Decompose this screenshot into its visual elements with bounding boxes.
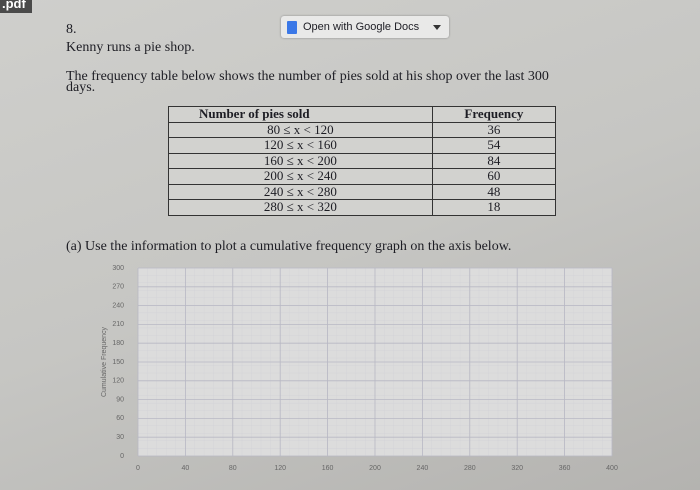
y-tick-label: 180 <box>112 340 124 347</box>
question-text: Kenny runs a pie shop. <box>66 40 195 55</box>
table-row: 280 ≤ x < 320 18 <box>168 199 557 216</box>
open-with-docs-button[interactable]: Open with Google Docs <box>281 16 449 38</box>
x-tick-label: 280 <box>464 465 476 472</box>
question-text: days. <box>66 80 96 95</box>
question-number: 8. <box>66 22 77 37</box>
file-label: .pdf <box>0 0 32 13</box>
frequency-cell: 54 <box>431 137 557 154</box>
y-axis-label: Cumulative Frequency <box>101 326 108 397</box>
x-tick-label: 80 <box>229 465 237 472</box>
table-header: Frequency <box>431 106 557 123</box>
y-tick-label: 300 <box>112 265 124 272</box>
x-tick-label: 320 <box>511 465 523 472</box>
button-label: Open with Google Docs <box>303 21 420 33</box>
docs-icon <box>287 20 297 34</box>
y-tick-label: 30 <box>116 434 124 441</box>
x-tick-label: 0 <box>136 465 140 472</box>
x-tick-label: 200 <box>369 465 381 472</box>
x-tick-label: 160 <box>322 465 334 472</box>
table-row: 200 ≤ x < 240 60 <box>168 168 557 185</box>
x-tick-label: 400 <box>606 465 618 472</box>
y-tick-label: 150 <box>112 359 124 366</box>
y-tick-label: 0 <box>120 453 124 460</box>
range-cell: 120 ≤ x < 160 <box>168 137 433 154</box>
part-a-text: (a) Use the information to plot a cumula… <box>66 239 512 254</box>
dropdown-arrow[interactable] <box>433 24 441 30</box>
x-tick-label: 240 <box>417 465 429 472</box>
x-tick-label: 360 <box>559 465 571 472</box>
frequency-cell: 18 <box>431 199 557 216</box>
range-cell: 280 ≤ x < 320 <box>168 199 433 216</box>
y-tick-label: 270 <box>112 284 124 291</box>
y-tick-label: 120 <box>112 378 124 385</box>
frequency-table: Number of pies sold Frequency 80 ≤ x < 1… <box>168 106 557 216</box>
x-tick-label: 40 <box>182 465 190 472</box>
x-tick-label: 120 <box>274 465 286 472</box>
table-row: 160 ≤ x < 200 84 <box>168 152 557 169</box>
y-tick-label: 240 <box>112 302 124 309</box>
y-tick-label: 60 <box>116 415 124 422</box>
table-header: Number of pies sold <box>168 106 433 123</box>
question-text: The frequency table below shows the numb… <box>66 69 549 84</box>
y-tick-label: 210 <box>112 321 124 328</box>
table-row: 120 ≤ x < 160 54 <box>168 137 557 154</box>
y-tick-label: 90 <box>116 396 124 403</box>
